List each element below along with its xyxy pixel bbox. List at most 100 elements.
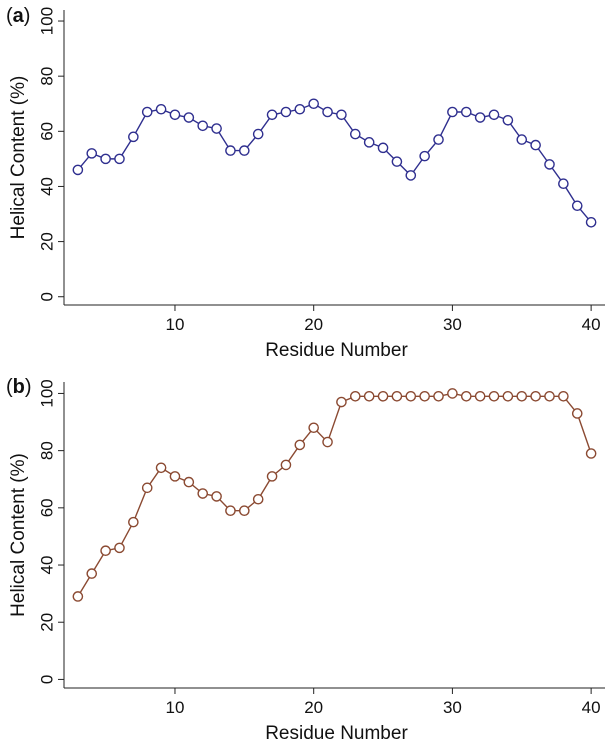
data-point: [502, 114, 514, 126]
data-point: [155, 462, 167, 474]
data-point: [336, 109, 347, 121]
data-point: [86, 148, 98, 159]
series-line: [77, 392, 592, 597]
y-tick-label: 100: [38, 7, 57, 35]
data-point: [252, 128, 264, 140]
x-tick-label: 40: [582, 698, 601, 717]
data-point: [322, 436, 333, 448]
x-axis-label: Residue Number: [265, 723, 408, 743]
data-point: [419, 390, 430, 402]
data-point: [211, 491, 222, 502]
data-point: [571, 408, 583, 419]
data-point: [266, 109, 278, 121]
data-point: [363, 137, 375, 148]
data-point: [433, 134, 444, 145]
x-tick-label: 10: [166, 698, 185, 717]
data-point: [350, 390, 361, 402]
panel-label: (a): [6, 5, 30, 27]
data-point: [460, 390, 472, 402]
data-point: [280, 459, 292, 471]
data-point: [530, 390, 541, 402]
data-point: [488, 390, 500, 402]
data-point: [183, 112, 195, 123]
y-tick-label: 20: [38, 613, 57, 632]
data-point: [100, 545, 111, 557]
data-point: [363, 390, 375, 402]
data-point: [336, 396, 347, 408]
y-tick-label: 0: [38, 292, 57, 301]
data-point: [308, 98, 319, 110]
panel-letter: a: [13, 5, 25, 27]
data-point: [239, 505, 250, 516]
data-point: [114, 542, 125, 554]
data-point: [447, 106, 458, 118]
x-tick-label: 20: [304, 315, 323, 334]
data-point: [141, 106, 153, 118]
data-point: [544, 159, 555, 170]
data-point: [197, 120, 209, 132]
data-point: [128, 516, 139, 528]
data-point: [183, 476, 195, 488]
data-point: [377, 390, 389, 402]
data-point: [225, 145, 236, 156]
y-tick-label: 60: [38, 122, 57, 141]
data-point: [530, 139, 541, 151]
y-axis-label: Helical Content (%): [8, 453, 29, 617]
data-point: [516, 134, 528, 145]
data-point: [391, 390, 403, 402]
x-tick-label: 10: [166, 315, 185, 334]
data-point: [322, 106, 333, 118]
data-point: [225, 505, 236, 516]
data-point: [308, 422, 319, 434]
data-point: [391, 156, 403, 167]
x-tick-label: 30: [443, 698, 462, 717]
chart-panel-a: (a) 0 20 40 60 80 100 10 20 30 40 Residue Number Hel…: [6, 5, 605, 361]
x-tick-label: 20: [304, 698, 323, 717]
panel-label: (b): [6, 376, 32, 398]
data-point: [558, 390, 569, 402]
x-tick-label: 30: [443, 315, 462, 334]
data-point: [72, 164, 84, 176]
data-point: [571, 200, 583, 212]
x-axis-label: Residue Number: [265, 340, 408, 361]
data-point: [558, 178, 569, 189]
data-point: [516, 390, 528, 402]
data-point: [169, 109, 181, 121]
x-tick-label: 40: [582, 315, 601, 334]
data-point: [502, 390, 514, 402]
chart-panel-b: (b) 0 20 40 60 80 100 10 20 30 40 Residue Number Hel…: [6, 376, 605, 743]
data-point: [350, 128, 361, 140]
data-point: [266, 471, 278, 482]
y-axis-label: Helical Content (%): [8, 76, 29, 240]
data-point: [405, 390, 417, 402]
y-tick-label: 80: [38, 441, 57, 460]
data-point: [474, 390, 486, 402]
data-point: [141, 482, 153, 494]
data-point: [585, 448, 597, 459]
y-tick-label: 60: [38, 498, 57, 517]
data-point: [252, 493, 264, 505]
data-point: [294, 103, 306, 115]
data-point: [86, 568, 98, 579]
data-point: [197, 488, 209, 499]
y-tick-label: 80: [38, 67, 57, 86]
y-tick-label: 40: [38, 177, 57, 196]
data-point: [128, 131, 139, 143]
data-point: [460, 106, 472, 118]
data-point: [294, 439, 306, 451]
data-point: [72, 591, 84, 602]
data-point: [169, 471, 181, 482]
data-point: [544, 390, 555, 402]
data-point: [100, 153, 111, 165]
data-point: [433, 390, 444, 402]
panel-letter: b: [13, 376, 25, 398]
data-point: [585, 216, 597, 228]
y-tick-label: 20: [38, 232, 57, 251]
data-point: [211, 123, 222, 134]
data-point: [419, 150, 430, 162]
data-point: [114, 153, 125, 165]
y-tick-label: 0: [38, 675, 57, 684]
data-point: [447, 388, 458, 399]
data-point: [377, 142, 389, 154]
data-point: [239, 145, 250, 156]
